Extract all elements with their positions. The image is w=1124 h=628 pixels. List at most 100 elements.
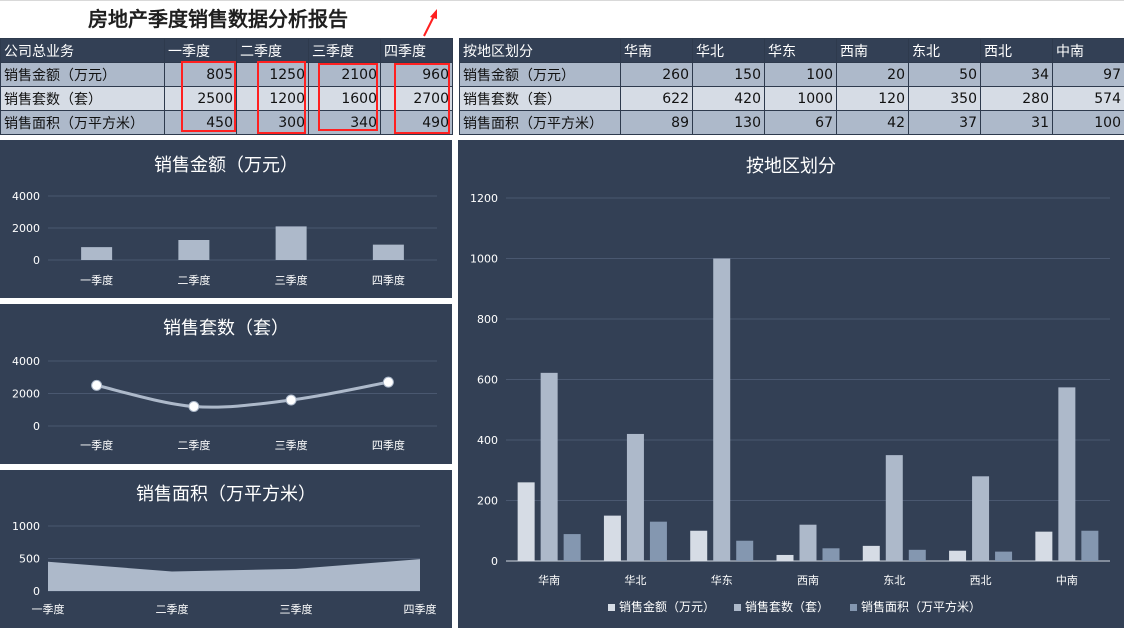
x-tick-label: 三季度 — [280, 602, 313, 616]
table-cell[interactable]: 50 — [908, 62, 981, 87]
legend-label: 销售套数（套） — [745, 599, 829, 614]
row-label[interactable]: 销售套数（套） — [0, 86, 165, 111]
legend-label: 销售金额（万元） — [619, 599, 715, 614]
y-tick-label: 4000 — [12, 190, 40, 203]
x-tick-label: 一季度 — [32, 602, 65, 616]
table-corner-cell[interactable]: 公司总业务 — [0, 38, 165, 63]
column-header[interactable]: 三季度 — [308, 38, 381, 63]
data-point — [91, 379, 103, 391]
highlight-box-q2 — [257, 61, 306, 134]
table-cell[interactable]: 960 — [380, 62, 453, 87]
table-cell[interactable]: 150 — [692, 62, 765, 87]
chart-title: 销售面积（万平方米） — [136, 484, 316, 505]
x-tick-label: 一季度 — [80, 273, 113, 287]
column-header[interactable]: 一季度 — [164, 38, 237, 63]
table-cell[interactable]: 1600 — [308, 86, 381, 111]
units-chart-panel[interactable]: 销售套数（套） 0 2000 4000 一季度 二季度 三季度 四季度 — [0, 304, 452, 464]
column-header[interactable]: 西北 — [980, 38, 1053, 63]
table-cell[interactable]: 420 — [692, 86, 765, 111]
table-cell[interactable]: 34 — [980, 62, 1053, 87]
table-cell[interactable]: 67 — [764, 110, 837, 135]
y-tick-label: 800 — [477, 313, 498, 326]
highlight-box-q1 — [181, 61, 236, 132]
column-header[interactable]: 华东 — [764, 38, 837, 63]
bar — [372, 244, 404, 260]
row-label[interactable]: 销售套数（套） — [459, 86, 621, 111]
x-tick-label: 华南 — [538, 573, 560, 587]
table-header-row: 按地区划分 华南 华北 华东 西南 东北 西北 中南 — [459, 38, 1124, 63]
table-cell[interactable]: 31 — [980, 110, 1053, 135]
data-point — [382, 376, 394, 388]
units-line-chart: 销售套数（套） 0 2000 4000 一季度 二季度 三季度 四季度 — [12, 318, 437, 452]
legend-swatch — [608, 604, 615, 611]
bar — [603, 515, 621, 561]
row-label[interactable]: 销售面积（万平方米） — [459, 110, 621, 135]
amount-bar-chart: 销售金额（万元） 0 2000 4000 一季度 二季度 三季度 四季度 — [12, 155, 437, 287]
y-tick-label: 1200 — [470, 192, 498, 205]
column-header[interactable]: 东北 — [908, 38, 981, 63]
region-sales-table: 按地区划分 华南 华北 华东 西南 东北 西北 中南 销售金额（万元） 260 … — [459, 38, 1124, 135]
x-tick-label: 四季度 — [372, 438, 405, 452]
legend-swatch — [734, 604, 741, 611]
bar — [713, 258, 731, 561]
table-corner-cell[interactable]: 按地区划分 — [459, 38, 621, 63]
table-row: 销售金额（万元） 805 1250 2100 960 — [0, 62, 453, 87]
bar — [862, 545, 880, 561]
bar — [517, 482, 535, 561]
x-tick-label: 西南 — [797, 574, 819, 587]
table-cell[interactable]: 490 — [380, 110, 453, 135]
table-cell[interactable]: 20 — [836, 62, 909, 87]
region-clustered-bar-chart: 按地区划分 0 200 400 600 800 1000 1200 华南 华北 华东 西南 东北 西北 中南… — [470, 156, 1110, 614]
column-header[interactable]: 二季度 — [236, 38, 309, 63]
column-header[interactable]: 西南 — [836, 38, 909, 63]
bar — [949, 550, 967, 561]
bar — [776, 554, 794, 561]
bar — [540, 372, 558, 561]
highlight-box-q3 — [318, 63, 378, 131]
table-cell[interactable]: 350 — [908, 86, 981, 111]
y-tick-label: 2000 — [12, 388, 40, 401]
column-header[interactable]: 中南 — [1052, 38, 1124, 63]
column-header[interactable]: 华南 — [620, 38, 693, 63]
row-label[interactable]: 销售金额（万元） — [0, 62, 165, 87]
table-cell[interactable]: 2700 — [380, 86, 453, 111]
amount-chart-panel[interactable]: 销售金额（万元） 0 2000 4000 一季度 二季度 三季度 四季度 — [0, 140, 452, 298]
table-cell[interactable]: 1250 — [236, 62, 309, 87]
table-cell[interactable]: 37 — [908, 110, 981, 135]
region-chart-panel[interactable]: 按地区划分 0 200 400 600 800 1000 1200 华南 华北 华东 西南 东北 西北 中南… — [458, 140, 1124, 628]
table-cell[interactable]: 1000 — [764, 86, 837, 111]
table-cell[interactable]: 97 — [1052, 62, 1124, 87]
sheet-top-gridline — [0, 0, 1124, 1]
x-tick-label: 一季度 — [80, 438, 113, 452]
table-cell[interactable]: 622 — [620, 86, 693, 111]
y-tick-label: 0 — [33, 420, 40, 433]
table-cell[interactable]: 805 — [164, 62, 237, 87]
table-cell[interactable]: 2500 — [164, 86, 237, 111]
table-cell[interactable]: 42 — [836, 110, 909, 135]
column-header[interactable]: 华北 — [692, 38, 765, 63]
bar — [822, 548, 840, 561]
column-header[interactable]: 四季度 — [380, 38, 453, 63]
area-chart-panel[interactable]: 销售面积（万平方米） 0 500 1000 一季度 二季度 三季度 四季度 — [0, 470, 452, 628]
x-tick-label: 四季度 — [404, 602, 437, 616]
table-cell[interactable]: 300 — [236, 110, 309, 135]
x-tick-label: 三季度 — [275, 438, 308, 452]
table-cell[interactable]: 100 — [1052, 110, 1124, 135]
bar — [972, 476, 990, 561]
table-cell[interactable]: 280 — [980, 86, 1053, 111]
x-tick-label: 华东 — [711, 573, 733, 587]
table-cell[interactable]: 100 — [764, 62, 837, 87]
table-cell[interactable]: 120 — [836, 86, 909, 111]
table-cell[interactable]: 1200 — [236, 86, 309, 111]
chart-title: 销售套数（套） — [163, 318, 289, 339]
table-cell[interactable]: 574 — [1052, 86, 1124, 111]
x-tick-label: 中南 — [1056, 574, 1078, 587]
table-cell[interactable]: 260 — [620, 62, 693, 87]
row-label[interactable]: 销售金额（万元） — [459, 62, 621, 87]
legend-swatch — [850, 604, 857, 611]
y-tick-label: 200 — [477, 495, 498, 508]
row-label[interactable]: 销售面积（万平方米） — [0, 110, 165, 135]
x-tick-label: 西北 — [970, 574, 992, 587]
table-cell[interactable]: 89 — [620, 110, 693, 135]
table-cell[interactable]: 130 — [692, 110, 765, 135]
